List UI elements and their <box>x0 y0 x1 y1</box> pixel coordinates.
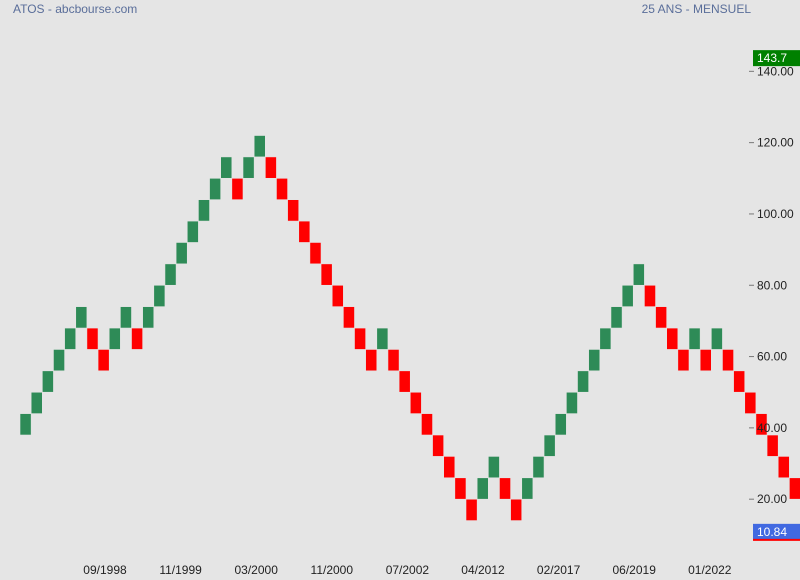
y-tick-label: 120.00 <box>757 136 794 150</box>
brick-down <box>666 327 679 350</box>
brick-up <box>64 327 77 350</box>
y-tick-label: 20.00 <box>757 492 787 506</box>
brick-down <box>499 477 511 500</box>
brick-down <box>287 199 300 222</box>
brick-down <box>131 327 143 350</box>
x-tick-label: 02/2017 <box>537 563 581 577</box>
brick-up <box>610 306 623 329</box>
high-price-badge-box <box>753 50 800 67</box>
brick-up <box>142 306 155 329</box>
brick-down <box>97 349 110 372</box>
last-price-badge-box <box>753 523 800 540</box>
brick-down <box>365 349 378 372</box>
brick-down <box>432 434 444 457</box>
brick-up <box>242 156 255 179</box>
brick-down <box>755 413 768 436</box>
x-tick-label: 07/2002 <box>386 563 430 577</box>
brick-up <box>164 263 177 286</box>
y-tick-label: 140.00 <box>757 64 794 78</box>
brick-down <box>409 391 422 414</box>
brick-up <box>632 263 645 286</box>
brick-up <box>30 391 43 414</box>
x-tick-label: 06/2019 <box>613 563 657 577</box>
brick-up <box>175 242 188 265</box>
y-tick-label: 60.00 <box>757 350 787 364</box>
brick-up <box>153 284 166 307</box>
brick-down <box>510 498 523 521</box>
brick-up <box>688 327 701 350</box>
brick-down <box>343 306 355 329</box>
brick-down <box>699 349 712 372</box>
brick-down <box>744 391 757 414</box>
brick-up <box>53 349 65 372</box>
brick-up <box>566 391 578 414</box>
brick-up <box>186 220 199 243</box>
brick-up <box>120 306 132 329</box>
price-badges: 143.7 10.84 <box>753 50 800 541</box>
x-tick-label: 11/2000 <box>311 563 354 577</box>
brick-down <box>465 498 478 521</box>
brick-up <box>19 413 32 436</box>
brick-up <box>554 413 567 436</box>
brick-down <box>86 327 99 350</box>
brick-up <box>75 306 88 329</box>
brick-down <box>766 434 779 457</box>
brick-up <box>621 284 634 307</box>
brick-down <box>421 413 433 436</box>
brick-down <box>387 349 400 372</box>
brick-down <box>264 156 277 179</box>
x-axis: 09/1998 11/1999 03/2000 11/2000 07/2002 04/20… <box>83 563 732 577</box>
brick-down <box>644 284 656 307</box>
brick-down <box>231 177 244 200</box>
x-tick-label: 03/2000 <box>235 563 279 577</box>
brick-up <box>588 349 601 372</box>
brick-down <box>331 284 344 307</box>
brick-up <box>532 456 545 479</box>
brick-up <box>198 199 210 222</box>
brick-up <box>108 327 121 350</box>
brick-up <box>599 327 612 350</box>
y-tick-label: 100.00 <box>757 207 794 221</box>
brick-down <box>443 456 456 479</box>
brick-down <box>398 370 411 393</box>
brick-down <box>276 177 288 200</box>
brick-down <box>309 242 322 265</box>
brick-up <box>376 327 389 350</box>
brick-down <box>454 477 467 500</box>
brick-up <box>41 370 54 393</box>
brick-down <box>722 349 734 372</box>
chart-period: 25 ANS - MENSUEL <box>641 2 751 16</box>
brick-down <box>655 306 667 329</box>
y-axis: 20.00 40.00 60.00 80.00 100.00 120.00 140.00 <box>749 64 794 506</box>
brick-up <box>209 177 222 200</box>
brick-down <box>298 220 311 243</box>
brick-down <box>677 349 690 372</box>
x-tick-label: 11/1999 <box>159 563 202 577</box>
x-tick-label: 01/2022 <box>688 563 732 577</box>
brick-down <box>733 370 746 393</box>
chart-title: ATOS - abcbourse.com <box>13 2 138 16</box>
y-tick-label: 40.00 <box>757 421 787 435</box>
x-tick-label: 04/2012 <box>461 563 505 577</box>
high-price-badge-label: 143.7 <box>757 51 787 65</box>
brick-up <box>521 477 534 500</box>
last-price-badge-label: 10.84 <box>757 525 787 539</box>
brick-up <box>710 327 723 350</box>
brick-down <box>320 263 333 286</box>
bricks-layer <box>19 135 800 521</box>
brick-up <box>543 434 556 457</box>
brick-up <box>253 135 266 158</box>
brick-up <box>476 477 489 500</box>
brick-down <box>354 327 366 350</box>
x-tick-label: 09/1998 <box>83 563 127 577</box>
brick-up <box>577 370 589 393</box>
brick-down <box>789 477 800 500</box>
y-tick-label: 80.00 <box>757 278 787 292</box>
brick-up <box>220 156 233 179</box>
brick-up <box>487 456 500 479</box>
brick-down <box>777 456 790 479</box>
